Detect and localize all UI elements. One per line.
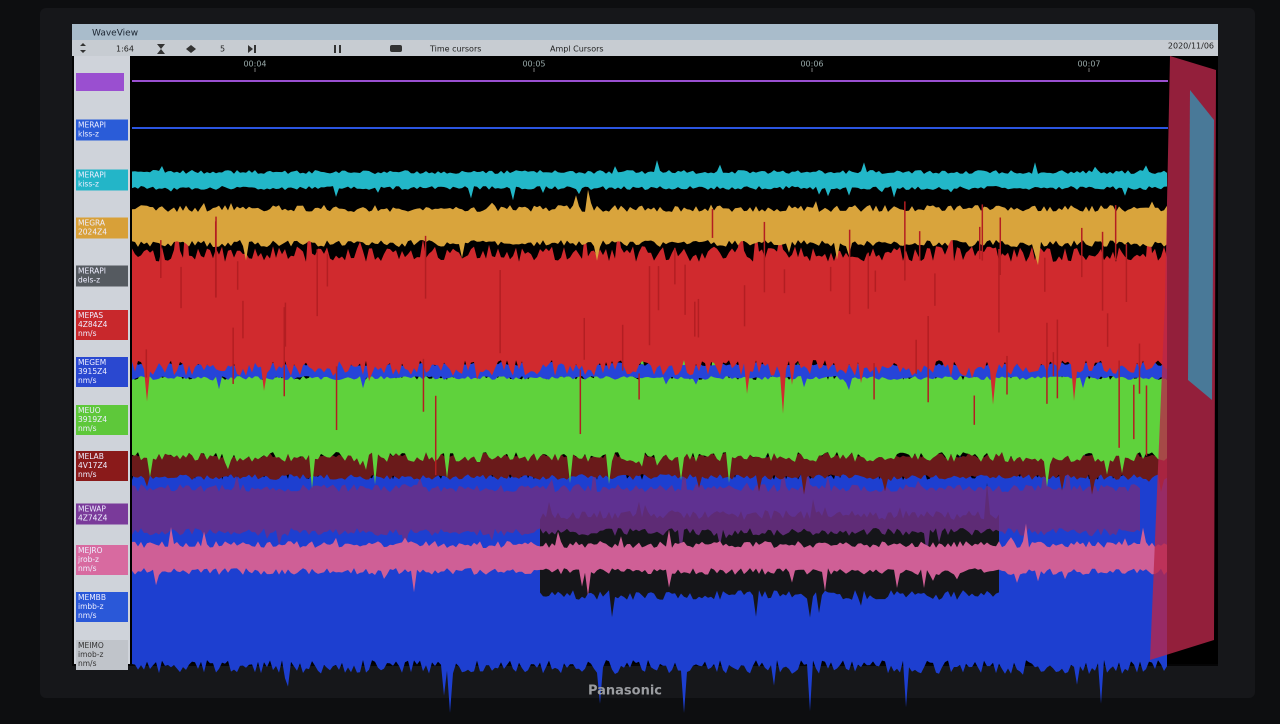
waveform — [132, 160, 1167, 201]
channel-label-box[interactable] — [76, 451, 128, 481]
toolbar — [72, 40, 1218, 56]
channel-label: imbb-z — [78, 602, 104, 611]
icon[interactable] — [334, 45, 336, 53]
toolbar-icons — [80, 43, 402, 54]
channel-label: MEIMO — [78, 641, 104, 650]
channel-label: MEUO — [78, 406, 101, 415]
waveform — [132, 523, 1167, 596]
channel-label: MERAPI — [78, 121, 106, 130]
channel-label: MERAPI — [78, 267, 106, 276]
channel-label: nm/s — [78, 424, 97, 433]
channel-label: 3915Z4 — [78, 367, 107, 376]
channel-label: 3919Z4 — [78, 415, 107, 424]
waveform — [132, 345, 1167, 489]
time-axis-label: 00:06 — [800, 60, 823, 69]
waveform — [132, 189, 1167, 266]
channel-label: nm/s — [78, 611, 97, 620]
icon[interactable] — [339, 45, 341, 53]
channel-label: imob-z — [78, 650, 103, 659]
channel-label: MEPAS — [78, 311, 103, 320]
channel-label: MEMBB — [78, 593, 106, 602]
brand-logo: Panasonic — [588, 684, 662, 699]
channel-label: MELAB — [78, 452, 104, 461]
channel-label: 4V17Z4 — [78, 461, 108, 470]
time-axis-label: 00:05 — [522, 60, 545, 69]
time-axis-label: 00:07 — [1077, 60, 1100, 69]
window-title: WaveView — [92, 29, 138, 39]
channel-label: nm/s — [78, 659, 97, 668]
channel-label-box — [76, 73, 124, 91]
waveform — [132, 436, 1167, 495]
channel-label-box[interactable] — [76, 310, 128, 340]
channel-label: MEGEM — [78, 358, 106, 367]
step-value[interactable]: 5 — [220, 45, 225, 54]
edge-smear — [1188, 90, 1214, 400]
time-axis-label: 00:04 — [243, 60, 266, 69]
channel-label: dels-z — [78, 276, 100, 285]
channel-label: 4Z74Z4 — [78, 514, 108, 523]
channel-label-box[interactable] — [76, 592, 128, 622]
zoom-level[interactable]: 1:64 — [116, 45, 134, 54]
channel-label: nm/s — [78, 376, 97, 385]
channel-label: nm/s — [78, 564, 97, 573]
channel-label: nm/s — [78, 329, 97, 338]
channel-label: jrob-z — [77, 555, 99, 564]
channel-label: MERAPI — [78, 171, 106, 180]
channel-label-box[interactable] — [76, 217, 128, 239]
channel-label-box[interactable] — [76, 503, 128, 525]
channel-label-box[interactable] — [76, 265, 128, 287]
channel-label: kiss-z — [78, 180, 99, 189]
icon[interactable] — [80, 43, 86, 53]
channel-label-box[interactable] — [76, 405, 128, 435]
icon[interactable] — [390, 45, 402, 52]
ampl-cursors-button[interactable]: Ampl Cursors — [550, 45, 604, 54]
channel-label: nm/s — [78, 470, 97, 479]
channel-label: MEWAP — [78, 505, 106, 514]
icon[interactable] — [248, 45, 256, 53]
time-cursors-button[interactable]: Time cursors — [429, 45, 481, 54]
channel-label: 4Z84Z4 — [78, 320, 108, 329]
channel-label: 2024Z4 — [78, 228, 107, 237]
icon[interactable] — [157, 44, 165, 54]
channel-label: klss-z — [78, 130, 99, 139]
waveforms — [132, 56, 1216, 713]
channel-label-box[interactable] — [76, 169, 128, 191]
channel-label-box[interactable] — [76, 357, 128, 387]
channel-labels: MERAPIklss-zMERAPIkiss-zMEGRA2024Z4MERAP… — [76, 73, 128, 670]
channel-label: MEGRA — [78, 219, 106, 228]
channel-label: MEJRO — [78, 546, 103, 555]
channel-label-box[interactable] — [76, 640, 128, 670]
channel-label-box[interactable] — [76, 119, 128, 141]
title-bar — [72, 24, 1218, 40]
icon[interactable] — [186, 45, 196, 53]
waveform — [132, 463, 1140, 557]
date: 2020/11/06 — [1168, 42, 1214, 51]
channel-label-box[interactable] — [76, 545, 128, 575]
